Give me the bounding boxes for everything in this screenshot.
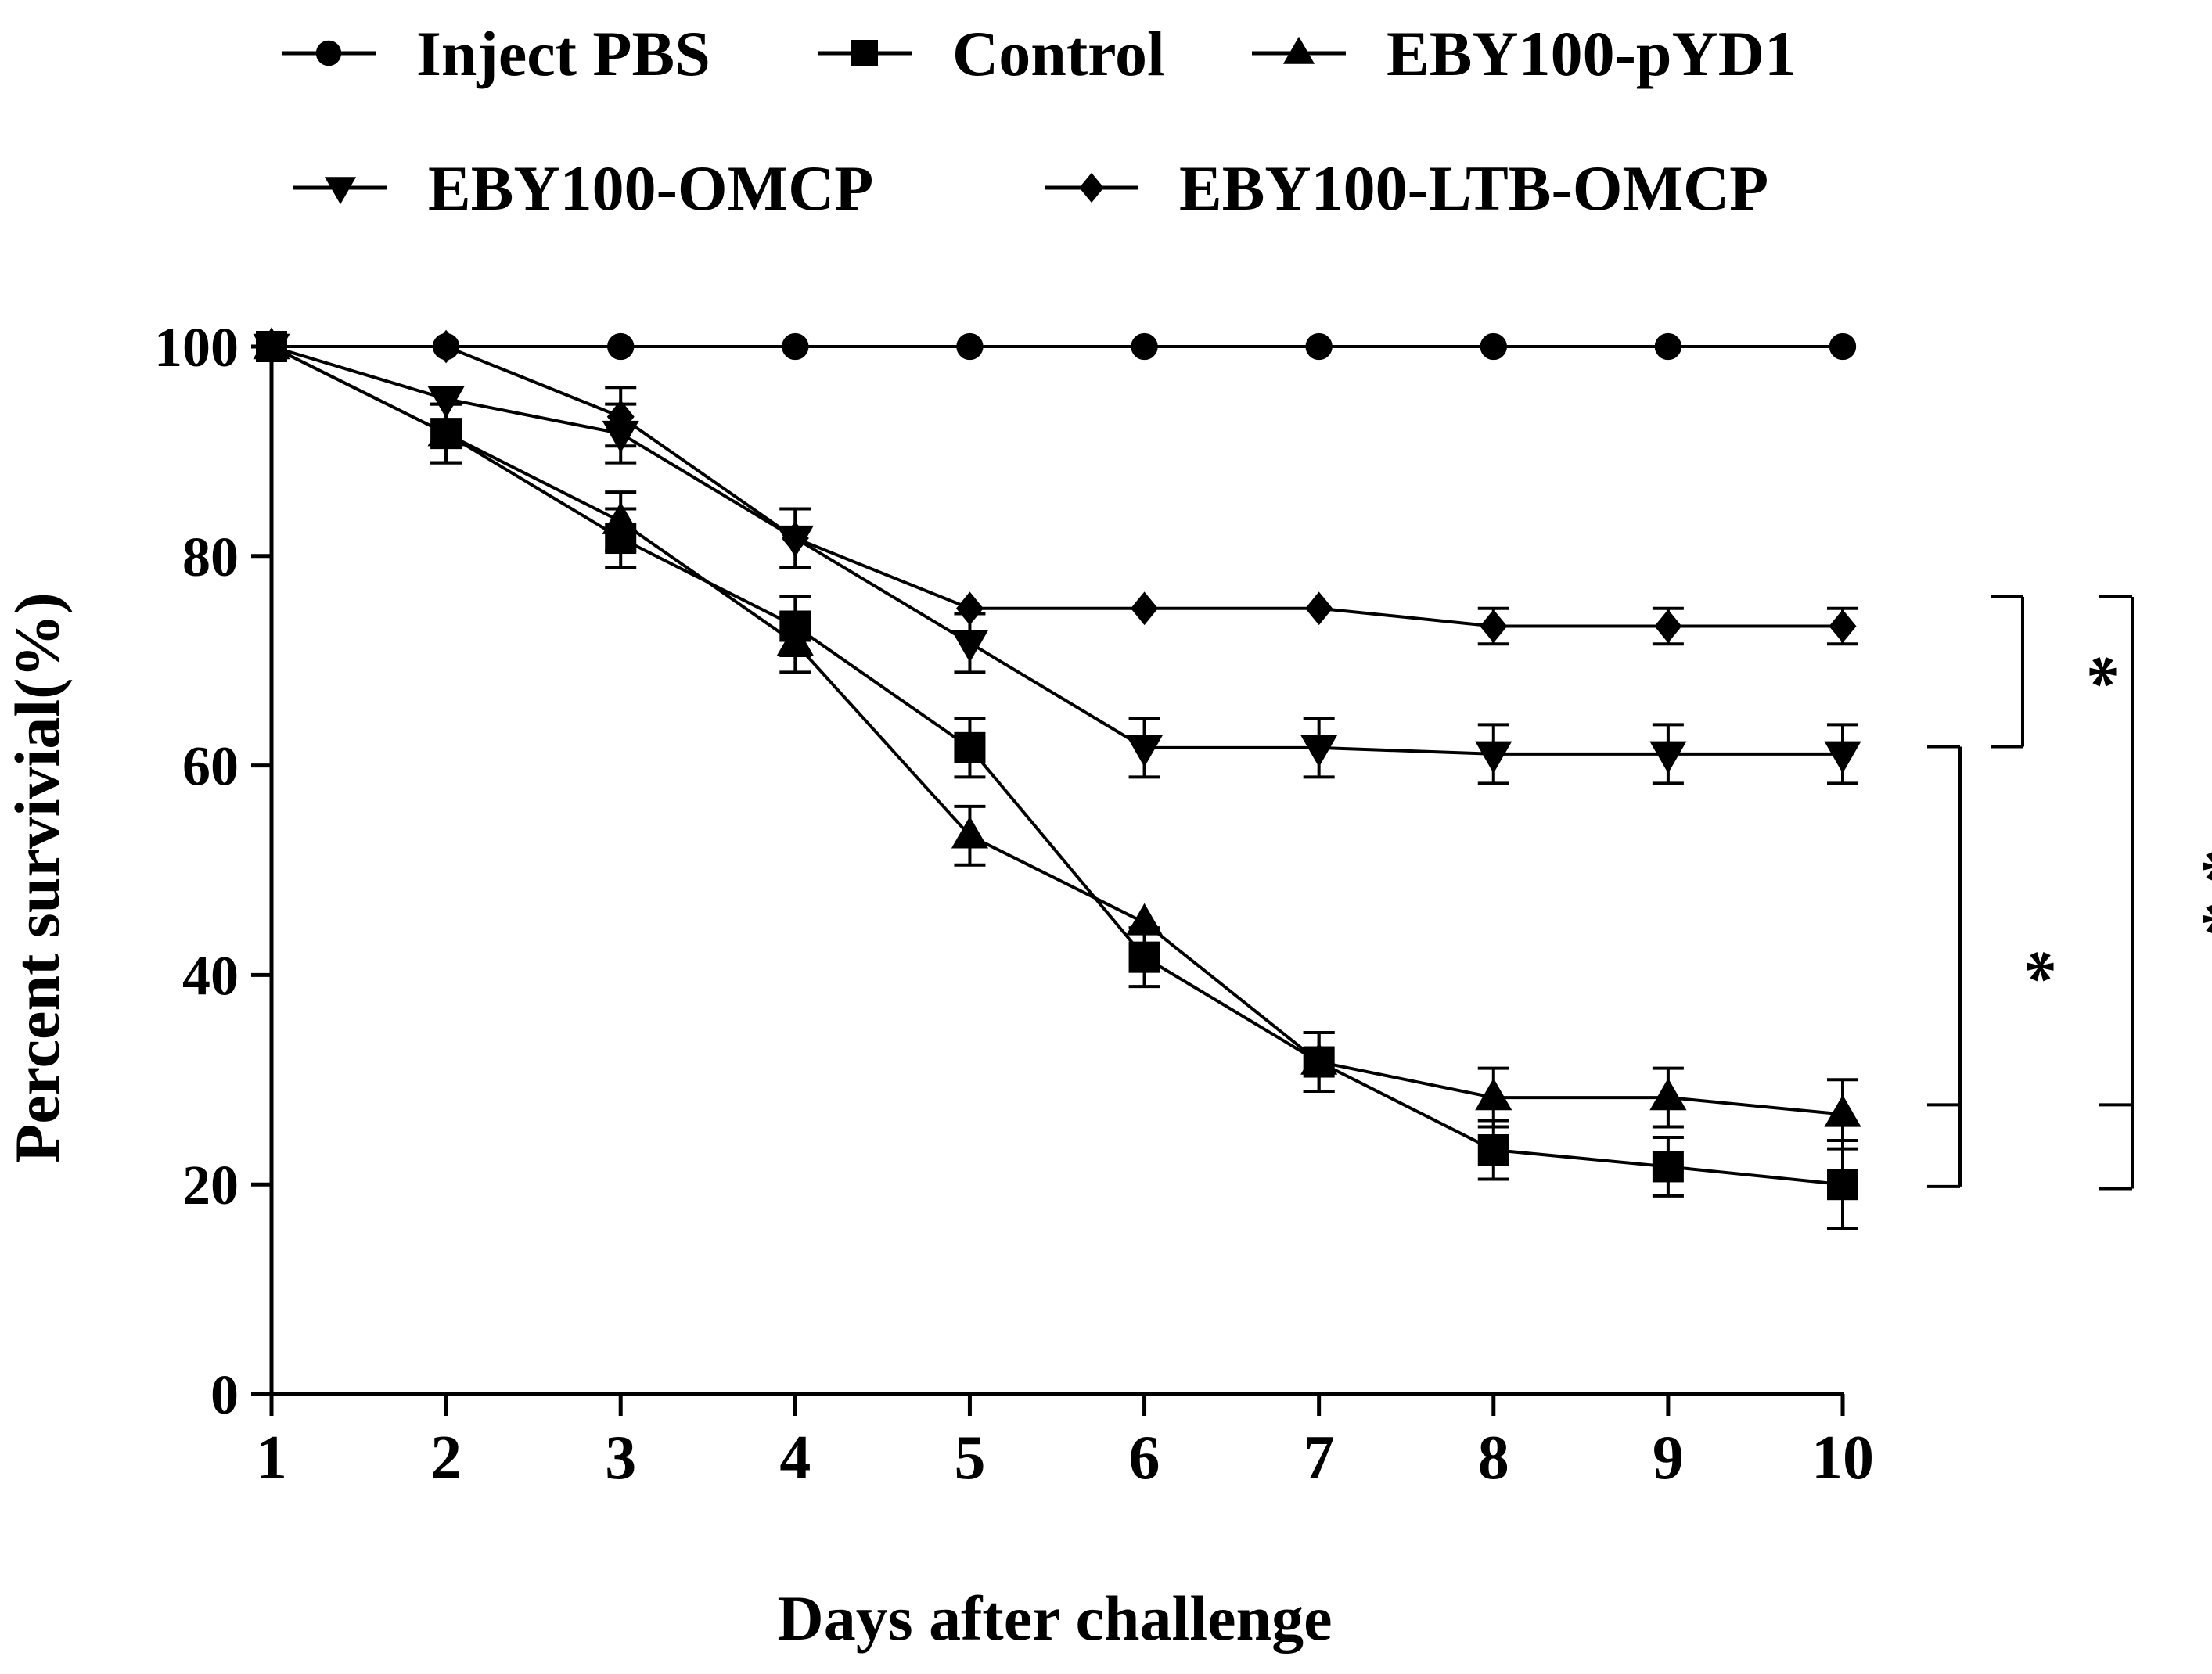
data-point xyxy=(427,414,465,447)
series-inject-pbs xyxy=(257,332,1857,361)
data-point xyxy=(776,623,814,656)
series-line-eby100-ltb-omcp xyxy=(272,345,1843,628)
data-point xyxy=(782,332,809,361)
data-point xyxy=(781,521,809,555)
y-tick-label: 80 xyxy=(182,526,239,588)
series-layer xyxy=(253,327,1861,1230)
data-point xyxy=(1829,332,1857,361)
legend-label: EBY100-pYD1 xyxy=(1387,18,1797,89)
x-tick-label: 5 xyxy=(954,1424,985,1493)
series-eby100-pyd1 xyxy=(253,327,1861,1151)
significance-label: * xyxy=(2054,654,2131,689)
legend-marker xyxy=(851,40,878,66)
x-tick-label: 9 xyxy=(1653,1424,1684,1493)
data-point xyxy=(257,329,286,364)
data-point xyxy=(1649,1078,1687,1111)
y-axis-label: Percent survivial(%) xyxy=(2,592,73,1162)
significance-layer: * * * * xyxy=(1927,595,2212,1191)
data-point xyxy=(1652,1151,1684,1183)
legend-marker xyxy=(1079,172,1104,203)
y-tick-label: 20 xyxy=(182,1154,239,1216)
series-control xyxy=(256,331,1858,1230)
data-point xyxy=(951,630,989,663)
legend: Inject PBS Control EBY100-pYD1 EBY100-OMCP E… xyxy=(282,18,1797,224)
legend-item: Control xyxy=(818,18,1165,89)
data-point xyxy=(1475,1078,1512,1111)
data-point xyxy=(1305,332,1333,361)
y-tick-label: 0 xyxy=(210,1363,239,1426)
data-point xyxy=(1128,941,1160,973)
data-point xyxy=(1824,1094,1861,1127)
data-point xyxy=(1654,609,1682,643)
series-line-eby100-omcp xyxy=(271,345,1843,756)
significance-label: * xyxy=(1991,949,2069,984)
x-tick-label: 6 xyxy=(1129,1424,1160,1493)
legend-label: EBY100-OMCP xyxy=(428,153,873,224)
x-tick-label: 4 xyxy=(779,1424,811,1493)
data-point xyxy=(1300,735,1338,767)
significance-bracket: * xyxy=(1991,595,2131,749)
legend-label: EBY100-LTB-OMCP xyxy=(1179,153,1768,224)
data-point xyxy=(606,400,635,434)
legend-label: Inject PBS xyxy=(416,18,710,89)
data-point xyxy=(956,332,984,361)
x-tick-label: 8 xyxy=(1478,1424,1509,1493)
legend-item: EBY100-LTB-OMCP xyxy=(1045,153,1768,224)
x-tick-label: 3 xyxy=(605,1424,636,1493)
data-point xyxy=(1824,741,1861,774)
data-point xyxy=(1480,332,1507,361)
data-point xyxy=(427,386,465,419)
significance-label: * * xyxy=(2167,849,2212,937)
y-tick-label: 60 xyxy=(182,735,239,798)
data-point xyxy=(951,816,989,849)
data-point xyxy=(1475,741,1512,774)
data-point xyxy=(432,329,460,364)
data-point xyxy=(1480,609,1508,643)
legend-marker xyxy=(324,177,357,205)
data-point xyxy=(1305,591,1333,626)
legend-label: Control xyxy=(952,18,1165,89)
series-eby100-ltb-omcp xyxy=(257,329,1858,646)
legend-item: EBY100-OMCP xyxy=(293,153,873,224)
legend-marker xyxy=(1282,36,1315,64)
data-point xyxy=(1649,741,1687,774)
data-point xyxy=(1125,903,1164,936)
data-point xyxy=(955,591,984,626)
series-line-control xyxy=(271,345,1843,1187)
y-tick-label: 100 xyxy=(154,316,239,379)
x-tick-label: 1 xyxy=(256,1424,287,1493)
x-tick-label: 2 xyxy=(430,1424,462,1493)
data-point xyxy=(1131,332,1158,361)
x-axis-label: Days after challenge xyxy=(777,1582,1332,1654)
data-point xyxy=(1300,1042,1338,1075)
significance-bracket: * * xyxy=(2099,595,2212,1191)
legend-item: Inject PBS xyxy=(282,18,710,89)
data-point xyxy=(1654,332,1682,361)
data-point xyxy=(1829,609,1857,643)
data-point xyxy=(602,501,639,534)
series-eby100-omcp xyxy=(253,333,1861,785)
significance-bracket: * xyxy=(1927,745,2069,1188)
data-point xyxy=(1125,735,1164,767)
axes: 0 20 40 60 80 100 1 2 3 4 5 6 7 8 9 10 xyxy=(154,316,1874,1493)
legend-marker xyxy=(315,40,342,66)
data-point xyxy=(1827,1169,1858,1201)
data-point xyxy=(1131,591,1159,626)
data-point xyxy=(607,332,635,361)
series-line-eby100-pyd1 xyxy=(271,345,1843,1116)
data-point xyxy=(954,731,986,763)
y-tick-label: 40 xyxy=(182,944,239,1007)
x-tick-label: 10 xyxy=(1811,1424,1874,1493)
legend-item: EBY100-pYD1 xyxy=(1252,18,1797,89)
x-tick-label: 7 xyxy=(1304,1424,1335,1493)
data-point xyxy=(1477,1134,1509,1166)
